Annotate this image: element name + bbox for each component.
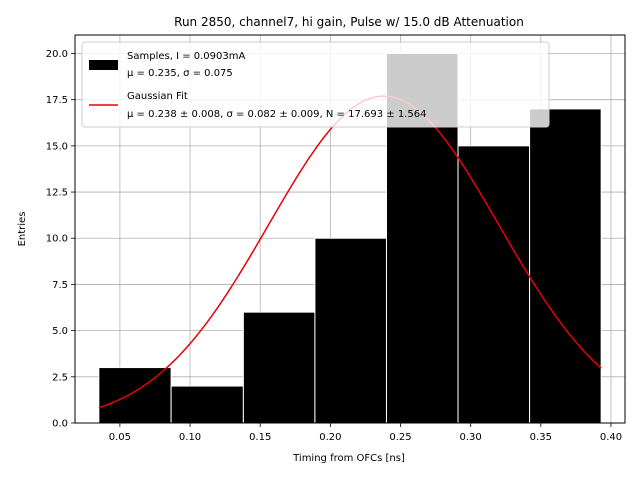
x-tick-label: 0.30 [460,432,482,443]
x-tick-label: 0.20 [319,432,341,443]
y-axis-label: Entries [17,212,28,247]
histogram-bar [242,311,316,424]
legend-histogram-stats: μ = 0.235, σ = 0.075 [127,68,233,79]
histogram-bar [529,108,602,424]
y-tick-label: 20.0 [46,49,68,60]
y-tick-label: 7.5 [52,280,68,291]
chart-title: Run 2850, channel7, hi gain, Pulse w/ 15… [174,15,524,29]
y-tick-label: 0.0 [52,419,68,430]
legend: Samples, I = 0.0903mA μ = 0.235, σ = 0.0… [81,41,550,128]
x-tick-label: 0.40 [600,432,622,443]
histogram-bar [98,367,172,424]
y-tick-label: 2.5 [52,372,68,383]
plot-frame [74,34,626,424]
x-tick-label: 0.05 [109,432,131,443]
histogram-bars [98,52,602,424]
legend-fit-stats: μ = 0.238 ± 0.008, σ = 0.082 ± 0.009, N … [127,109,426,120]
histogram-bar [457,145,531,424]
x-tick-label: 0.25 [389,432,411,443]
x-tick-label: 0.15 [249,432,271,443]
y-tick-label: 5.0 [52,326,68,337]
legend-box [81,41,550,128]
histogram-bar [314,237,387,424]
legend-histogram-swatch [89,60,118,70]
y-axis-ticks: 0.0 2.5 5.0 7.5 10.0 12.5 15.0 17.5 20.0 [46,49,75,430]
x-axis-label: Timing from OFCs [ns] [292,453,405,464]
y-tick-label: 10.0 [46,234,68,245]
x-tick-label: 0.10 [179,432,201,443]
x-axis-ticks: 0.05 0.10 0.15 0.20 0.25 0.30 0.35 0.40 [109,423,622,443]
y-tick-label: 17.5 [46,95,68,106]
y-tick-label: 15.0 [46,141,68,152]
x-tick-label: 0.35 [530,432,552,443]
histogram-bar [170,385,244,424]
y-tick-label: 12.5 [46,188,68,199]
legend-fit-label: Gaussian Fit [127,91,188,102]
legend-histogram-label: Samples, I = 0.0903mA [127,51,245,62]
